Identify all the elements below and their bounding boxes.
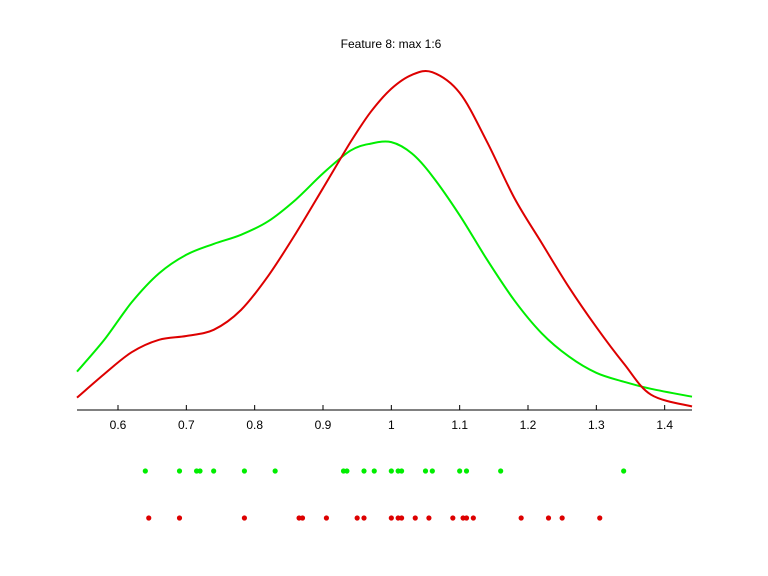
- x-tick-label: 1.2: [520, 418, 537, 432]
- sample-point-0: [422, 468, 429, 474]
- sample-point-1: [470, 515, 476, 521]
- chart-title: Feature 8: max 1:6: [341, 37, 442, 51]
- sample-point-0: [371, 468, 377, 474]
- sample-point-0: [457, 468, 463, 474]
- sample-point-1: [545, 515, 552, 521]
- sample-point-0: [463, 468, 470, 474]
- density-curves: [76, 69, 693, 408]
- sample-rugs: [142, 468, 627, 521]
- x-tick-label: 1.1: [451, 418, 468, 432]
- x-tick-label: 1.4: [656, 418, 673, 432]
- sample-point-1: [559, 515, 565, 521]
- sample-point-0: [197, 468, 203, 474]
- sample-point-0: [621, 468, 627, 474]
- sample-point-1: [323, 515, 330, 521]
- sample-point-1: [361, 515, 367, 521]
- density-curve-0: [76, 140, 693, 398]
- sample-point-1: [146, 515, 152, 521]
- sample-point-0: [211, 468, 217, 474]
- sample-point-0: [398, 468, 405, 474]
- sample-point-1: [241, 515, 248, 521]
- density-curve-1: [76, 69, 693, 408]
- x-tick-label: 0.6: [110, 418, 127, 432]
- sample-point-0: [176, 468, 183, 474]
- sample-point-1: [299, 515, 306, 521]
- x-tick-label: 1.3: [588, 418, 605, 432]
- sample-point-0: [142, 468, 148, 474]
- x-tick-label: 0.7: [178, 418, 195, 432]
- sample-point-1: [518, 515, 524, 521]
- sample-point-1: [463, 515, 470, 521]
- sample-point-1: [597, 515, 603, 521]
- sample-point-1: [354, 515, 360, 521]
- x-axis-ticks: 0.6 0.7 0.8 0.9 1 1.1 1.2 1.3 1.4: [110, 405, 673, 432]
- x-tick-label: 1: [388, 418, 395, 432]
- sample-point-0: [272, 468, 278, 474]
- sample-point-0: [388, 468, 394, 474]
- x-tick-label: 0.9: [315, 418, 332, 432]
- x-tick-label: 0.8: [246, 418, 263, 432]
- sample-point-1: [176, 515, 183, 521]
- sample-point-1: [388, 515, 394, 521]
- sample-point-1: [426, 515, 432, 521]
- sample-point-0: [498, 468, 504, 474]
- sample-point-1: [450, 515, 456, 521]
- sample-point-0: [241, 468, 248, 474]
- sample-point-0: [344, 468, 350, 474]
- sample-point-0: [361, 468, 367, 474]
- sample-point-1: [412, 515, 418, 521]
- sample-point-0: [429, 468, 435, 474]
- sample-point-1: [398, 515, 405, 521]
